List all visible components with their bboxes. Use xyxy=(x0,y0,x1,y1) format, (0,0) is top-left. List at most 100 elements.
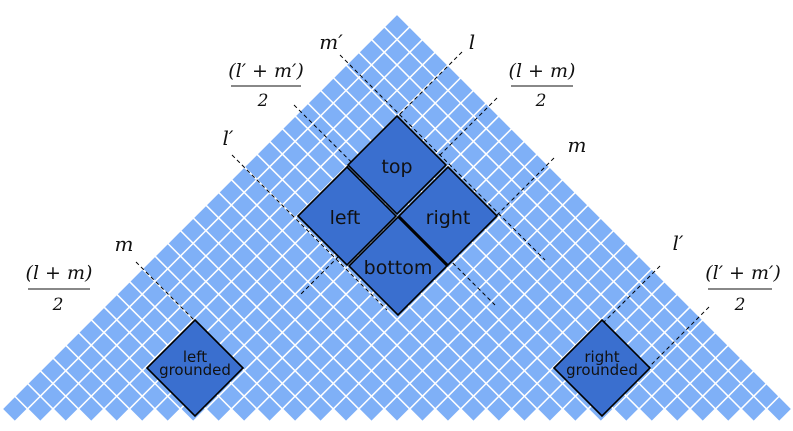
lattice-cell xyxy=(538,295,562,319)
lattice-cell xyxy=(296,282,320,306)
lattice-cell xyxy=(92,308,116,332)
lattice-cell xyxy=(385,371,409,396)
lattice-cell xyxy=(296,333,320,357)
lattice-cell xyxy=(398,104,422,128)
lattice-cell xyxy=(614,397,638,421)
lattice-cell xyxy=(461,295,486,319)
lattice-cell xyxy=(168,282,193,306)
lattice-cell xyxy=(652,282,677,306)
lattice-cell xyxy=(461,269,486,294)
lattice-cell xyxy=(347,359,371,383)
lattice-cell xyxy=(372,27,396,52)
lattice-cell xyxy=(66,359,91,383)
lattice-cell xyxy=(423,359,447,383)
lattice-cell xyxy=(563,397,587,421)
lattice-cell xyxy=(410,371,435,396)
lattice-cell xyxy=(550,308,575,332)
lattice-cell xyxy=(117,384,142,408)
lattice-cell xyxy=(652,308,677,332)
lattice-cell xyxy=(181,295,205,319)
lattice-cell xyxy=(423,333,447,357)
lattice-cell xyxy=(576,282,600,306)
lattice-cell xyxy=(283,295,307,319)
lattice-cell xyxy=(283,142,307,166)
lattice-cell xyxy=(130,320,154,345)
lattice-cell xyxy=(245,308,269,332)
lattice-cell xyxy=(347,78,371,103)
lattice-cell xyxy=(308,142,333,166)
lattice-cell xyxy=(79,371,103,396)
lattice-cell xyxy=(627,308,651,332)
dashed-line xyxy=(339,54,546,261)
lattice-cell xyxy=(117,359,142,383)
lattice-cell xyxy=(461,244,486,268)
lattice-cell xyxy=(652,359,677,383)
lattice-cell xyxy=(334,397,358,421)
lattice-cell xyxy=(347,282,371,306)
lattice-cell xyxy=(270,282,294,306)
lattice-cell xyxy=(729,359,753,383)
lattice-cell xyxy=(576,206,600,230)
lattice-cell xyxy=(105,346,129,370)
lattice-cell xyxy=(449,384,473,408)
lattice-cell xyxy=(461,346,486,370)
lattice-cell xyxy=(385,66,409,90)
lattice-cell xyxy=(194,231,218,255)
lattice-cell xyxy=(474,282,498,306)
lattice-cell xyxy=(500,282,524,306)
lattice-cell xyxy=(308,91,333,115)
lattice-cell xyxy=(436,295,460,319)
lattice-cell xyxy=(410,397,435,421)
lattice-cell xyxy=(487,269,511,294)
lattice-cell xyxy=(245,333,269,357)
box-label-bottom: bottom xyxy=(364,257,433,279)
lattice-cell xyxy=(308,117,333,141)
lattice-cell xyxy=(41,384,65,408)
lattice-cell xyxy=(512,218,537,243)
lattice-cell xyxy=(207,218,231,243)
lattice-cell xyxy=(334,91,358,115)
lattice-cell xyxy=(41,359,65,383)
lattice-cell xyxy=(563,193,587,217)
lattice-cell xyxy=(219,384,244,408)
lattice-cell xyxy=(487,117,511,141)
label-l-prime-right: l′ xyxy=(673,231,684,255)
lattice-cell xyxy=(359,320,384,345)
lattice-cell xyxy=(678,308,702,332)
lattice-cell xyxy=(729,384,753,408)
label-l-prime-left: l′ xyxy=(223,126,234,150)
lattice-cell xyxy=(550,231,575,255)
lattice-cell xyxy=(245,155,269,179)
lattice-cell xyxy=(232,218,256,243)
lattice-cell xyxy=(54,371,78,396)
lattice-cell xyxy=(665,397,689,421)
lattice-cell xyxy=(296,129,320,154)
lattice-cell xyxy=(270,180,294,204)
lattice-cell xyxy=(436,91,460,115)
lattice-cell xyxy=(232,193,256,217)
lattice-cell xyxy=(474,257,498,281)
lattice-cell xyxy=(627,282,651,306)
lattice-cell xyxy=(385,320,409,345)
lattice-cell xyxy=(347,129,371,154)
lattice-cell xyxy=(245,282,269,306)
lattice-cell xyxy=(589,218,613,243)
lattice-cell xyxy=(296,384,320,408)
lattice-cell xyxy=(334,142,358,166)
lattice-cell xyxy=(640,371,664,396)
lattice-cell xyxy=(410,117,435,141)
lattice-cell xyxy=(423,53,447,77)
lattice-cell xyxy=(601,231,626,255)
lattice-cell xyxy=(194,282,218,306)
lattice-cell xyxy=(703,359,728,383)
lattice-cell xyxy=(359,91,384,115)
box-left xyxy=(296,165,398,267)
lattice-cell xyxy=(66,384,91,408)
lattice-cell xyxy=(640,269,664,294)
lattice-cell xyxy=(283,117,307,141)
lattice-cell xyxy=(207,295,231,319)
lattice-cell xyxy=(754,384,779,408)
lattice-cell xyxy=(538,346,562,370)
lattice-cell xyxy=(207,193,231,217)
lattice-cell xyxy=(410,40,435,64)
